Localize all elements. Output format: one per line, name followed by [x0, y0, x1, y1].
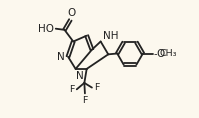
Text: F: F — [82, 96, 87, 105]
Text: F: F — [69, 85, 75, 94]
Text: CH₃: CH₃ — [160, 49, 177, 58]
Text: O: O — [67, 8, 75, 18]
Text: N: N — [57, 52, 65, 62]
Text: HO: HO — [38, 24, 54, 34]
Text: F: F — [94, 83, 99, 92]
Text: -O: -O — [153, 48, 166, 59]
Text: N: N — [76, 71, 84, 81]
Text: NH: NH — [103, 31, 118, 41]
